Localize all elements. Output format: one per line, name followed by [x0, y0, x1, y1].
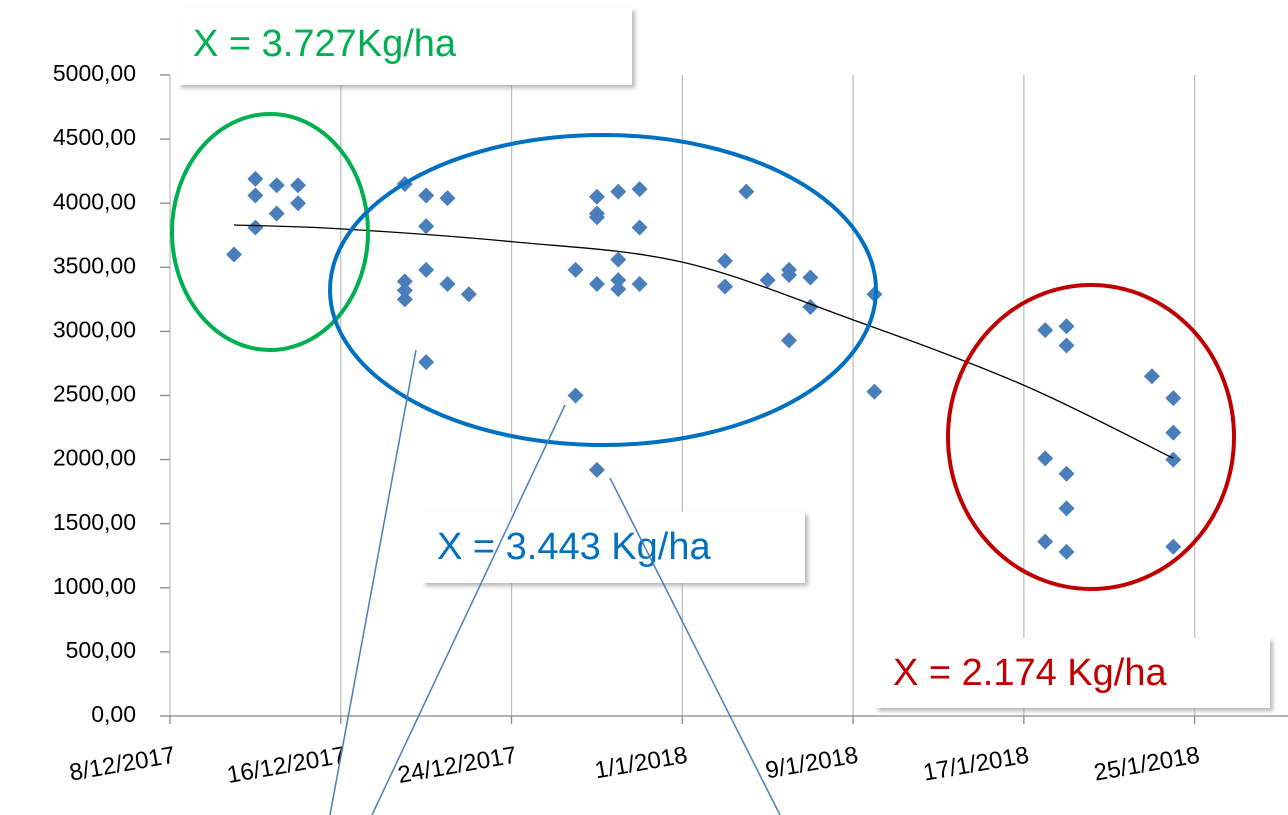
point — [610, 281, 627, 298]
trendline — [234, 224, 1174, 459]
x-tick-label: 24/12/2017 — [396, 742, 519, 789]
point — [1165, 390, 1182, 407]
point — [610, 183, 627, 200]
y-tick-label: 2000,00 — [53, 445, 136, 471]
point — [1058, 337, 1075, 354]
annotation: X = 3.443 Kg/ha — [437, 526, 711, 568]
y-tick-label: 0,00 — [91, 701, 136, 727]
y-tick-label: 500,00 — [66, 637, 136, 663]
point — [1058, 543, 1075, 560]
green-ellipse — [170, 112, 370, 352]
point — [866, 383, 883, 400]
point — [396, 291, 413, 308]
y-tick-label: 1500,00 — [53, 509, 136, 535]
pointer-line — [609, 477, 781, 815]
point — [1058, 465, 1075, 482]
point — [290, 195, 307, 212]
point — [418, 218, 435, 235]
point — [439, 190, 456, 207]
point — [1058, 500, 1075, 517]
y-tick-label: 4500,00 — [53, 124, 136, 150]
point — [247, 170, 264, 187]
point — [610, 272, 627, 289]
point — [268, 205, 285, 222]
point — [802, 269, 819, 286]
point — [290, 177, 307, 194]
point — [1143, 368, 1160, 385]
annotation: X = 2.174 Kg/ha — [893, 652, 1167, 694]
point — [226, 246, 243, 263]
point — [1165, 538, 1182, 555]
x-tick-label: 8/12/2017 — [67, 742, 177, 787]
point — [567, 261, 584, 278]
point — [738, 183, 755, 200]
point — [247, 219, 264, 236]
red-ellipse — [946, 283, 1236, 591]
point — [1058, 318, 1075, 335]
point — [588, 275, 605, 292]
point — [1037, 450, 1054, 467]
point — [781, 266, 798, 283]
point — [396, 282, 413, 299]
point — [396, 273, 413, 290]
pointer-line — [329, 349, 417, 815]
point — [268, 177, 285, 194]
pointer-lines — [329, 349, 781, 815]
point — [631, 219, 648, 236]
point — [717, 252, 733, 269]
point — [759, 272, 776, 289]
point — [1165, 451, 1182, 468]
annotation-box — [875, 638, 1270, 708]
pointer-line — [371, 404, 566, 815]
y-tick-label: 3000,00 — [53, 316, 136, 342]
point — [418, 187, 435, 204]
point — [1037, 533, 1054, 550]
x-tick-label: 1/1/2018 — [593, 742, 690, 785]
annotation-box — [178, 8, 632, 85]
x-tick-label: 9/1/2018 — [764, 742, 861, 785]
point — [631, 275, 648, 292]
blue-ellipse — [328, 133, 878, 447]
point — [460, 286, 477, 303]
annotation: X = 3.727Kg/ha — [193, 23, 457, 65]
point — [588, 209, 605, 226]
point — [610, 251, 627, 268]
point — [418, 354, 435, 371]
point — [1037, 322, 1054, 339]
annotation-box — [422, 512, 805, 583]
point — [588, 188, 605, 205]
y-tick-label: 1000,00 — [53, 573, 136, 599]
point — [418, 261, 435, 278]
y-tick-label: 4000,00 — [53, 188, 136, 214]
point — [781, 332, 798, 349]
point — [631, 181, 648, 198]
x-tick-label: 16/12/2017 — [225, 742, 348, 789]
x-tick-label: 25/1/2018 — [1092, 742, 1202, 787]
y-tick-label: 5000,00 — [53, 60, 136, 86]
point — [588, 461, 605, 478]
point — [1165, 424, 1182, 441]
point — [247, 187, 264, 204]
y-tick-label: 2500,00 — [53, 381, 136, 407]
point — [717, 278, 733, 295]
point — [439, 275, 456, 292]
y-tick-label: 3500,00 — [53, 252, 136, 278]
x-tick-label: 17/1/2018 — [921, 742, 1031, 787]
point — [567, 387, 584, 404]
